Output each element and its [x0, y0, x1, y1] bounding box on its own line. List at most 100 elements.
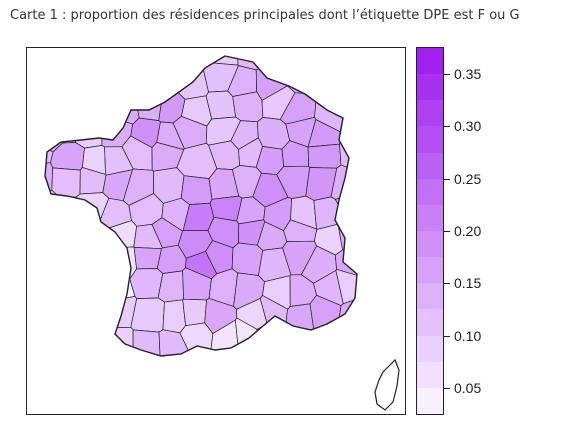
departement-region [45, 80, 52, 123]
legend-band [417, 204, 443, 232]
departement-region [180, 175, 213, 205]
departement-region [50, 301, 82, 331]
departement-region [71, 295, 105, 326]
legend-axis: 0.35 0.30 0.25 0.20 0.15 0.10 0.05 [444, 47, 554, 415]
departement-region [52, 63, 83, 91]
departement-region [333, 56, 357, 70]
departement-region [45, 294, 54, 333]
legend-band [417, 361, 443, 389]
departement-region [250, 323, 288, 356]
departement-region [334, 180, 357, 231]
legend-tick-label: 0.25 [454, 170, 482, 187]
departement-region [339, 119, 357, 144]
departement-region [162, 299, 186, 334]
departement-region [49, 89, 80, 114]
departement-region [75, 321, 108, 356]
legend-band [417, 387, 443, 414]
departement-region [45, 220, 62, 255]
departement-region [130, 297, 165, 333]
legend-tick-label: 0.10 [454, 327, 482, 344]
legend-tick [444, 178, 450, 180]
departement-region [313, 196, 346, 230]
departement-region [285, 303, 315, 334]
departement-region [78, 63, 111, 94]
departement-region [330, 164, 357, 200]
departement-region [312, 64, 345, 98]
legend-band [417, 178, 443, 206]
departement-region [284, 56, 318, 63]
departement-region [45, 325, 62, 356]
departement-region [79, 223, 111, 258]
legend-band [417, 152, 443, 180]
departement-region [48, 248, 79, 277]
map-frame [26, 47, 406, 415]
departement-region [181, 56, 212, 68]
departement-region [53, 329, 88, 356]
france-choropleth-map [44, 55, 400, 411]
departement-region [205, 90, 236, 120]
legend-tick-label: 0.30 [454, 118, 482, 135]
departement-region [57, 223, 87, 253]
departement-regions [45, 56, 357, 356]
departement-region [102, 246, 137, 280]
legend-tick-label: 0.15 [454, 275, 482, 292]
departement-region [45, 267, 58, 305]
legend-band [417, 335, 443, 363]
departement-region [77, 272, 109, 297]
legend-band [417, 48, 443, 75]
legend-tick-label: 0.35 [454, 66, 482, 83]
legend-tick [444, 126, 450, 128]
departement-region [312, 322, 357, 356]
map-caption: Carte 1 : proportion des résidences prin… [10, 8, 520, 23]
departement-region [307, 143, 342, 169]
departement-region [45, 189, 59, 229]
departement-region [73, 87, 105, 119]
departement-region [45, 61, 62, 93]
departement-region [51, 167, 81, 198]
departement-region [53, 272, 81, 304]
departement-region [99, 56, 132, 75]
departement-region [75, 250, 108, 277]
departement-region [259, 329, 328, 356]
departement-region [335, 268, 357, 305]
departement-region [127, 56, 160, 66]
legend-tick [444, 231, 450, 232]
departement-region [232, 91, 264, 123]
departement-region [157, 63, 189, 93]
departement-region [74, 56, 106, 69]
france-outline [44, 55, 358, 357]
departement-region [235, 317, 258, 356]
legend-tick-label: 0.20 [454, 223, 482, 239]
legend-band [417, 309, 443, 337]
departement-region [340, 56, 357, 99]
departement-region [49, 56, 78, 67]
legend-band [417, 126, 443, 154]
color-legend-bar [416, 47, 444, 415]
departement-region [133, 247, 162, 270]
departement-region [337, 217, 357, 251]
departement-region [134, 86, 164, 121]
legend-band [417, 74, 443, 101]
departement-region [97, 72, 134, 104]
legend-tick [444, 335, 450, 337]
legend-tick [444, 283, 450, 285]
departement-region [338, 284, 357, 341]
departement-region [49, 111, 82, 144]
legend-band [417, 231, 443, 258]
legend-tick-label: 0.05 [454, 379, 482, 396]
departement-region [231, 242, 264, 276]
legend-tick [444, 387, 450, 389]
departement-region [45, 114, 63, 153]
legend-band [417, 283, 443, 310]
departement-region [132, 329, 164, 356]
departement-region [259, 56, 291, 72]
departement-region [125, 62, 159, 94]
departement-region [158, 329, 211, 356]
departement-region [345, 92, 357, 122]
departement-region [102, 91, 140, 125]
departement-region [129, 268, 164, 299]
departement-region [312, 56, 349, 75]
departement-region [45, 243, 51, 284]
legend-band [417, 257, 443, 284]
departement-region [51, 196, 85, 227]
